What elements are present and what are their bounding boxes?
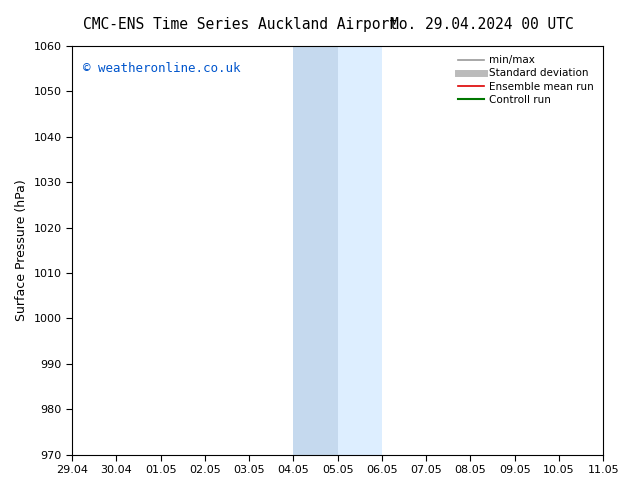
Legend: min/max, Standard deviation, Ensemble mean run, Controll run: min/max, Standard deviation, Ensemble me… xyxy=(454,51,598,109)
Text: Mo. 29.04.2024 00 UTC: Mo. 29.04.2024 00 UTC xyxy=(390,17,574,32)
Bar xyxy=(338,46,382,455)
Text: © weatheronline.co.uk: © weatheronline.co.uk xyxy=(82,62,240,75)
Bar xyxy=(294,46,338,455)
Text: CMC-ENS Time Series Auckland Airport: CMC-ENS Time Series Auckland Airport xyxy=(84,17,398,32)
Title: CMC-ENS Time Series Auckland Airport      Mo. 29.04.2024 00 UTC: CMC-ENS Time Series Auckland Airport Mo.… xyxy=(0,489,1,490)
Y-axis label: Surface Pressure (hPa): Surface Pressure (hPa) xyxy=(15,179,28,321)
